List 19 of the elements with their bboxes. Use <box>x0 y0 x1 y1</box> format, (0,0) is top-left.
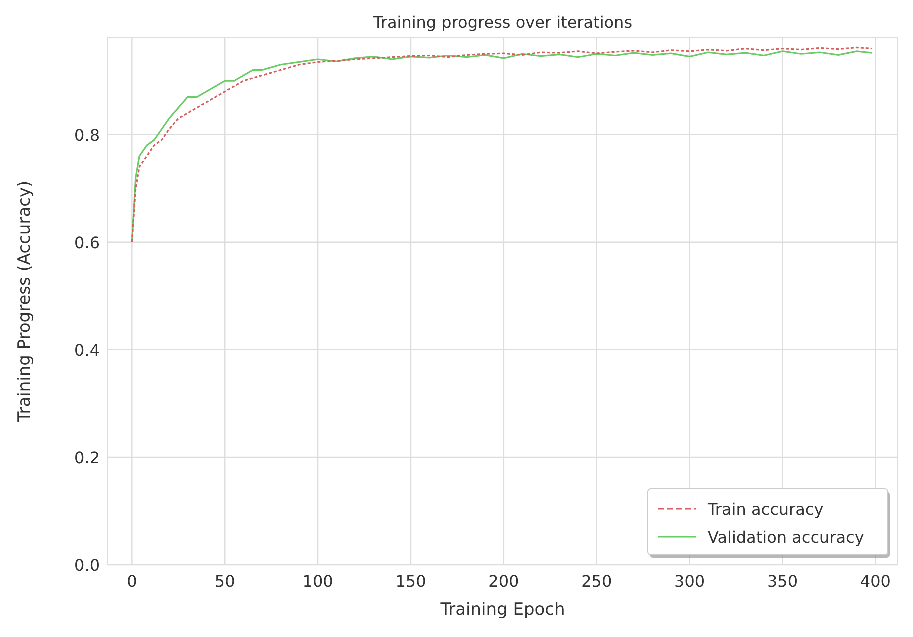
x-tick-label: 100 <box>302 572 334 591</box>
x-tick-label: 50 <box>214 572 236 591</box>
x-axis-title: Training Epoch <box>440 600 566 620</box>
x-tick-label: 150 <box>396 572 426 591</box>
y-axis-title: Training Progress (Accuracy) <box>15 180 35 424</box>
y-tick-label: 0.0 <box>74 556 100 575</box>
y-tick-label: 0.2 <box>74 448 100 468</box>
legend-label: Train accuracy <box>707 500 824 519</box>
y-tick-label: 0.8 <box>74 126 100 145</box>
legend-label: Validation accuracy <box>708 528 864 547</box>
y-tick-label: 0.4 <box>74 340 100 360</box>
x-tick-label: 0 <box>127 572 138 591</box>
x-tick-label: 300 <box>674 572 706 591</box>
x-tick-label: 400 <box>860 572 891 591</box>
x-tick-label: 200 <box>488 572 520 591</box>
chart-title: Training progress over iterations <box>372 13 633 32</box>
x-tick-label: 250 <box>582 572 612 591</box>
x-tick-label: 350 <box>767 572 798 591</box>
y-tick-label: 0.6 <box>74 233 100 252</box>
